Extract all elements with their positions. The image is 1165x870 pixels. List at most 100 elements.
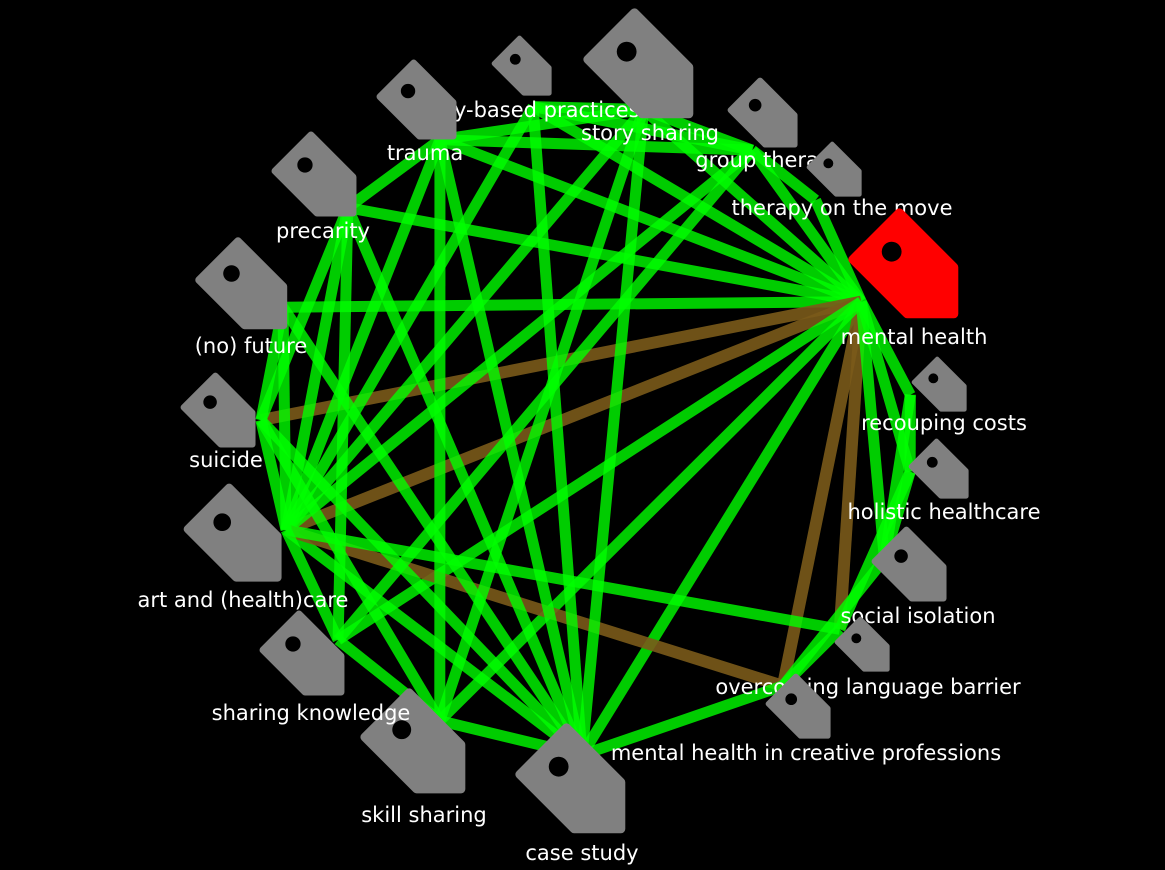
edge-mental-health-trauma	[437, 134, 864, 307]
node-label[interactable]: trauma	[387, 141, 463, 165]
tag-icon[interactable]	[806, 141, 871, 206]
edge-story-sharing-skill-sharing	[434, 107, 649, 723]
tag-icon[interactable]	[848, 208, 977, 337]
tag-hole-icon	[926, 456, 938, 468]
node-therapy-on-the-move[interactable]: therapy on the move	[731, 141, 953, 220]
edge-mental-health-skill-sharing	[435, 297, 866, 725]
edge-mental-health-story-sharing	[639, 105, 865, 306]
edge-mental-health-recouping-costs	[856, 299, 916, 398]
tag-hole-icon	[400, 83, 416, 99]
edge-body-based-practices-case-study	[527, 106, 588, 756]
edge-group-therapy-therapy-on-the-move	[748, 145, 819, 205]
edge-art-and-health-care-trauma	[280, 137, 446, 532]
tag-hole-icon	[203, 395, 217, 409]
tag-icon[interactable]	[871, 526, 960, 615]
node-label[interactable]: art and (health)care	[138, 588, 349, 612]
tag-hole-icon	[285, 636, 301, 652]
node-label[interactable]: recouping costs	[861, 411, 1027, 435]
tag-icon[interactable]	[515, 723, 644, 852]
node-social-isolation[interactable]: social isolation	[840, 526, 996, 628]
tag-icon[interactable]	[834, 616, 899, 681]
node-suicide[interactable]: suicide	[180, 372, 269, 472]
tag-icon[interactable]	[765, 673, 842, 750]
tag-icon[interactable]	[180, 372, 269, 461]
edges-layer	[255, 101, 916, 761]
node-trauma[interactable]: trauma	[376, 59, 471, 165]
tag-icon[interactable]	[727, 77, 809, 159]
edge-art-and-health-care-body-based-practices	[281, 103, 538, 533]
edge-trauma-case-study	[434, 138, 588, 757]
edge-art-and-health-care-no-future	[277, 307, 292, 530]
node-case-study[interactable]: case study	[515, 723, 644, 865]
tag-hole-icon	[548, 756, 569, 777]
node-art-and-health-care[interactable]: art and (health)care	[138, 483, 349, 612]
edge-precarity-suicide	[255, 205, 353, 423]
node-label[interactable]: mental health in creative professions	[611, 741, 1001, 765]
tag-icon[interactable]	[491, 35, 562, 106]
node-story-sharing[interactable]: story sharing	[581, 8, 719, 145]
edge-suicide-case-study	[256, 416, 586, 759]
edge-group-therapy-sharing-knowledge	[333, 146, 757, 644]
node-label[interactable]: suicide	[189, 448, 263, 472]
node-label[interactable]: holistic healthcare	[847, 500, 1040, 524]
node-label[interactable]: sharing knowledge	[212, 701, 411, 725]
edge-art-and-health-care-sharing-knowledge	[281, 527, 344, 643]
edge-mental-health-sharing-knowledge	[335, 297, 865, 645]
edge-mental-health-social-isolation	[855, 301, 890, 560]
node-holistic-healthcare[interactable]: holistic healthcare	[847, 438, 1041, 524]
node-precarity[interactable]: precarity	[271, 131, 371, 243]
node-overcoming-language-barrier[interactable]: overcoming language barrier	[715, 616, 1021, 699]
edge-recouping-costs-social-isolation	[879, 393, 916, 561]
node-label[interactable]: overcoming language barrier	[715, 675, 1021, 699]
edge-precarity-case-study	[342, 205, 588, 758]
tag-hole-icon	[748, 98, 762, 112]
tag-icon[interactable]	[360, 688, 484, 812]
node-label[interactable]: therapy on the move	[731, 196, 952, 220]
tag-icon[interactable]	[908, 438, 979, 509]
edge-art-and-health-care-mental-health-in-creative-professions	[284, 524, 785, 692]
edge-mental-health-precarity	[346, 202, 863, 308]
tag-hole-icon	[785, 693, 798, 706]
tag-hole-icon	[223, 265, 240, 282]
node-sharing-knowledge[interactable]: sharing knowledge	[212, 610, 411, 725]
node-label[interactable]: (no) future	[195, 334, 308, 358]
node-recouping-costs[interactable]: recouping costs	[861, 356, 1027, 435]
tag-hole-icon	[616, 41, 637, 62]
edge-mental-health-case-study	[577, 298, 866, 758]
edge-story-sharing-trauma	[439, 103, 645, 146]
tag-icon[interactable]	[583, 8, 712, 137]
tag-hole-icon	[928, 373, 939, 384]
tag-hole-icon	[851, 633, 862, 644]
tag-icon[interactable]	[271, 131, 371, 231]
edge-group-therapy-trauma	[439, 134, 753, 156]
node-label[interactable]: skill sharing	[361, 803, 487, 827]
node-no-future[interactable]: (no) future	[195, 237, 308, 358]
edge-mental-health-group-therapy	[747, 146, 866, 305]
tag-hole-icon	[213, 513, 232, 532]
node-label[interactable]: precarity	[276, 219, 370, 243]
edge-no-future-case-study	[278, 304, 587, 759]
tag-hole-icon	[823, 158, 834, 169]
tag-icon[interactable]	[911, 356, 976, 421]
node-skill-sharing[interactable]: skill sharing	[360, 688, 487, 827]
edge-mental-health-therapy-on-the-move	[810, 197, 867, 304]
node-label[interactable]: story sharing	[581, 121, 719, 145]
edge-art-and-health-care-group-therapy	[282, 145, 756, 535]
edge-suicide-skill-sharing	[256, 417, 445, 724]
tag-icon[interactable]	[183, 483, 299, 599]
tag-icon[interactable]	[259, 610, 359, 710]
node-label[interactable]: mental health	[841, 325, 988, 349]
tag-icon[interactable]	[195, 237, 303, 345]
tag-hole-icon	[881, 241, 902, 262]
node-label[interactable]: case study	[525, 841, 638, 865]
tag-icon[interactable]	[376, 59, 471, 154]
tag-hole-icon	[297, 157, 313, 173]
edge-story-sharing-case-study	[576, 108, 650, 756]
edge-case-study-mental-health-in-creative-professions	[580, 680, 785, 761]
tag-hole-icon	[392, 720, 412, 740]
edge-mental-health-art-and-health-care	[283, 296, 864, 536]
node-mental-health-in-creative-professions[interactable]: mental health in creative professions	[611, 673, 1001, 765]
node-mental-health[interactable]: mental health	[841, 208, 988, 349]
